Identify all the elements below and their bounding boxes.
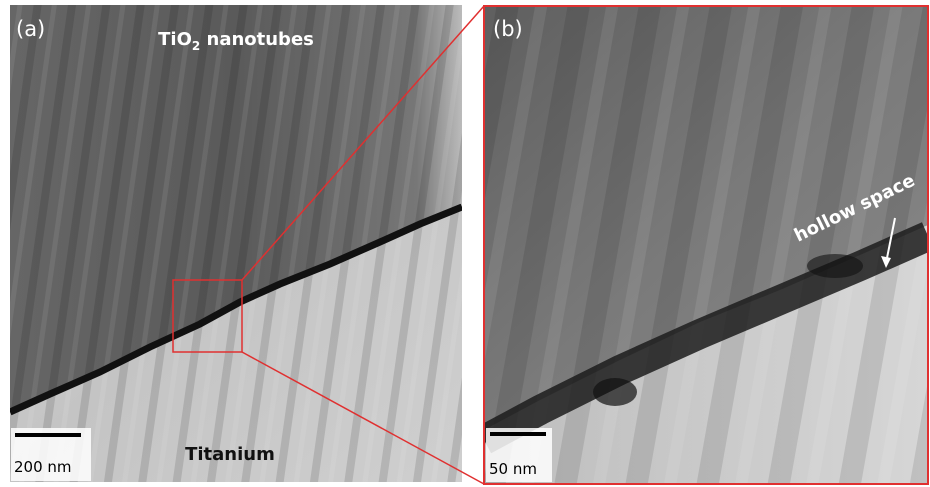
panel-a-image [10,5,462,482]
figure: (a) TiO2 nanotubes Titanium 200 nm (b) h… [0,0,930,487]
region-label: TiO2 nanotubes [158,29,314,53]
text: TiO [158,29,192,50]
subscript: 2 [192,39,200,53]
scale-bar-label: 50 nm [489,460,537,478]
panel-label: (b) [493,17,523,41]
scale-bar [15,433,81,437]
region-label: Titanium [185,444,275,465]
panel-label: (a) [16,17,45,41]
text: nanotubes [200,29,314,50]
scale-bar [490,432,546,436]
panel-b-image [484,6,928,484]
scale-bar-label: 200 nm [14,458,72,476]
